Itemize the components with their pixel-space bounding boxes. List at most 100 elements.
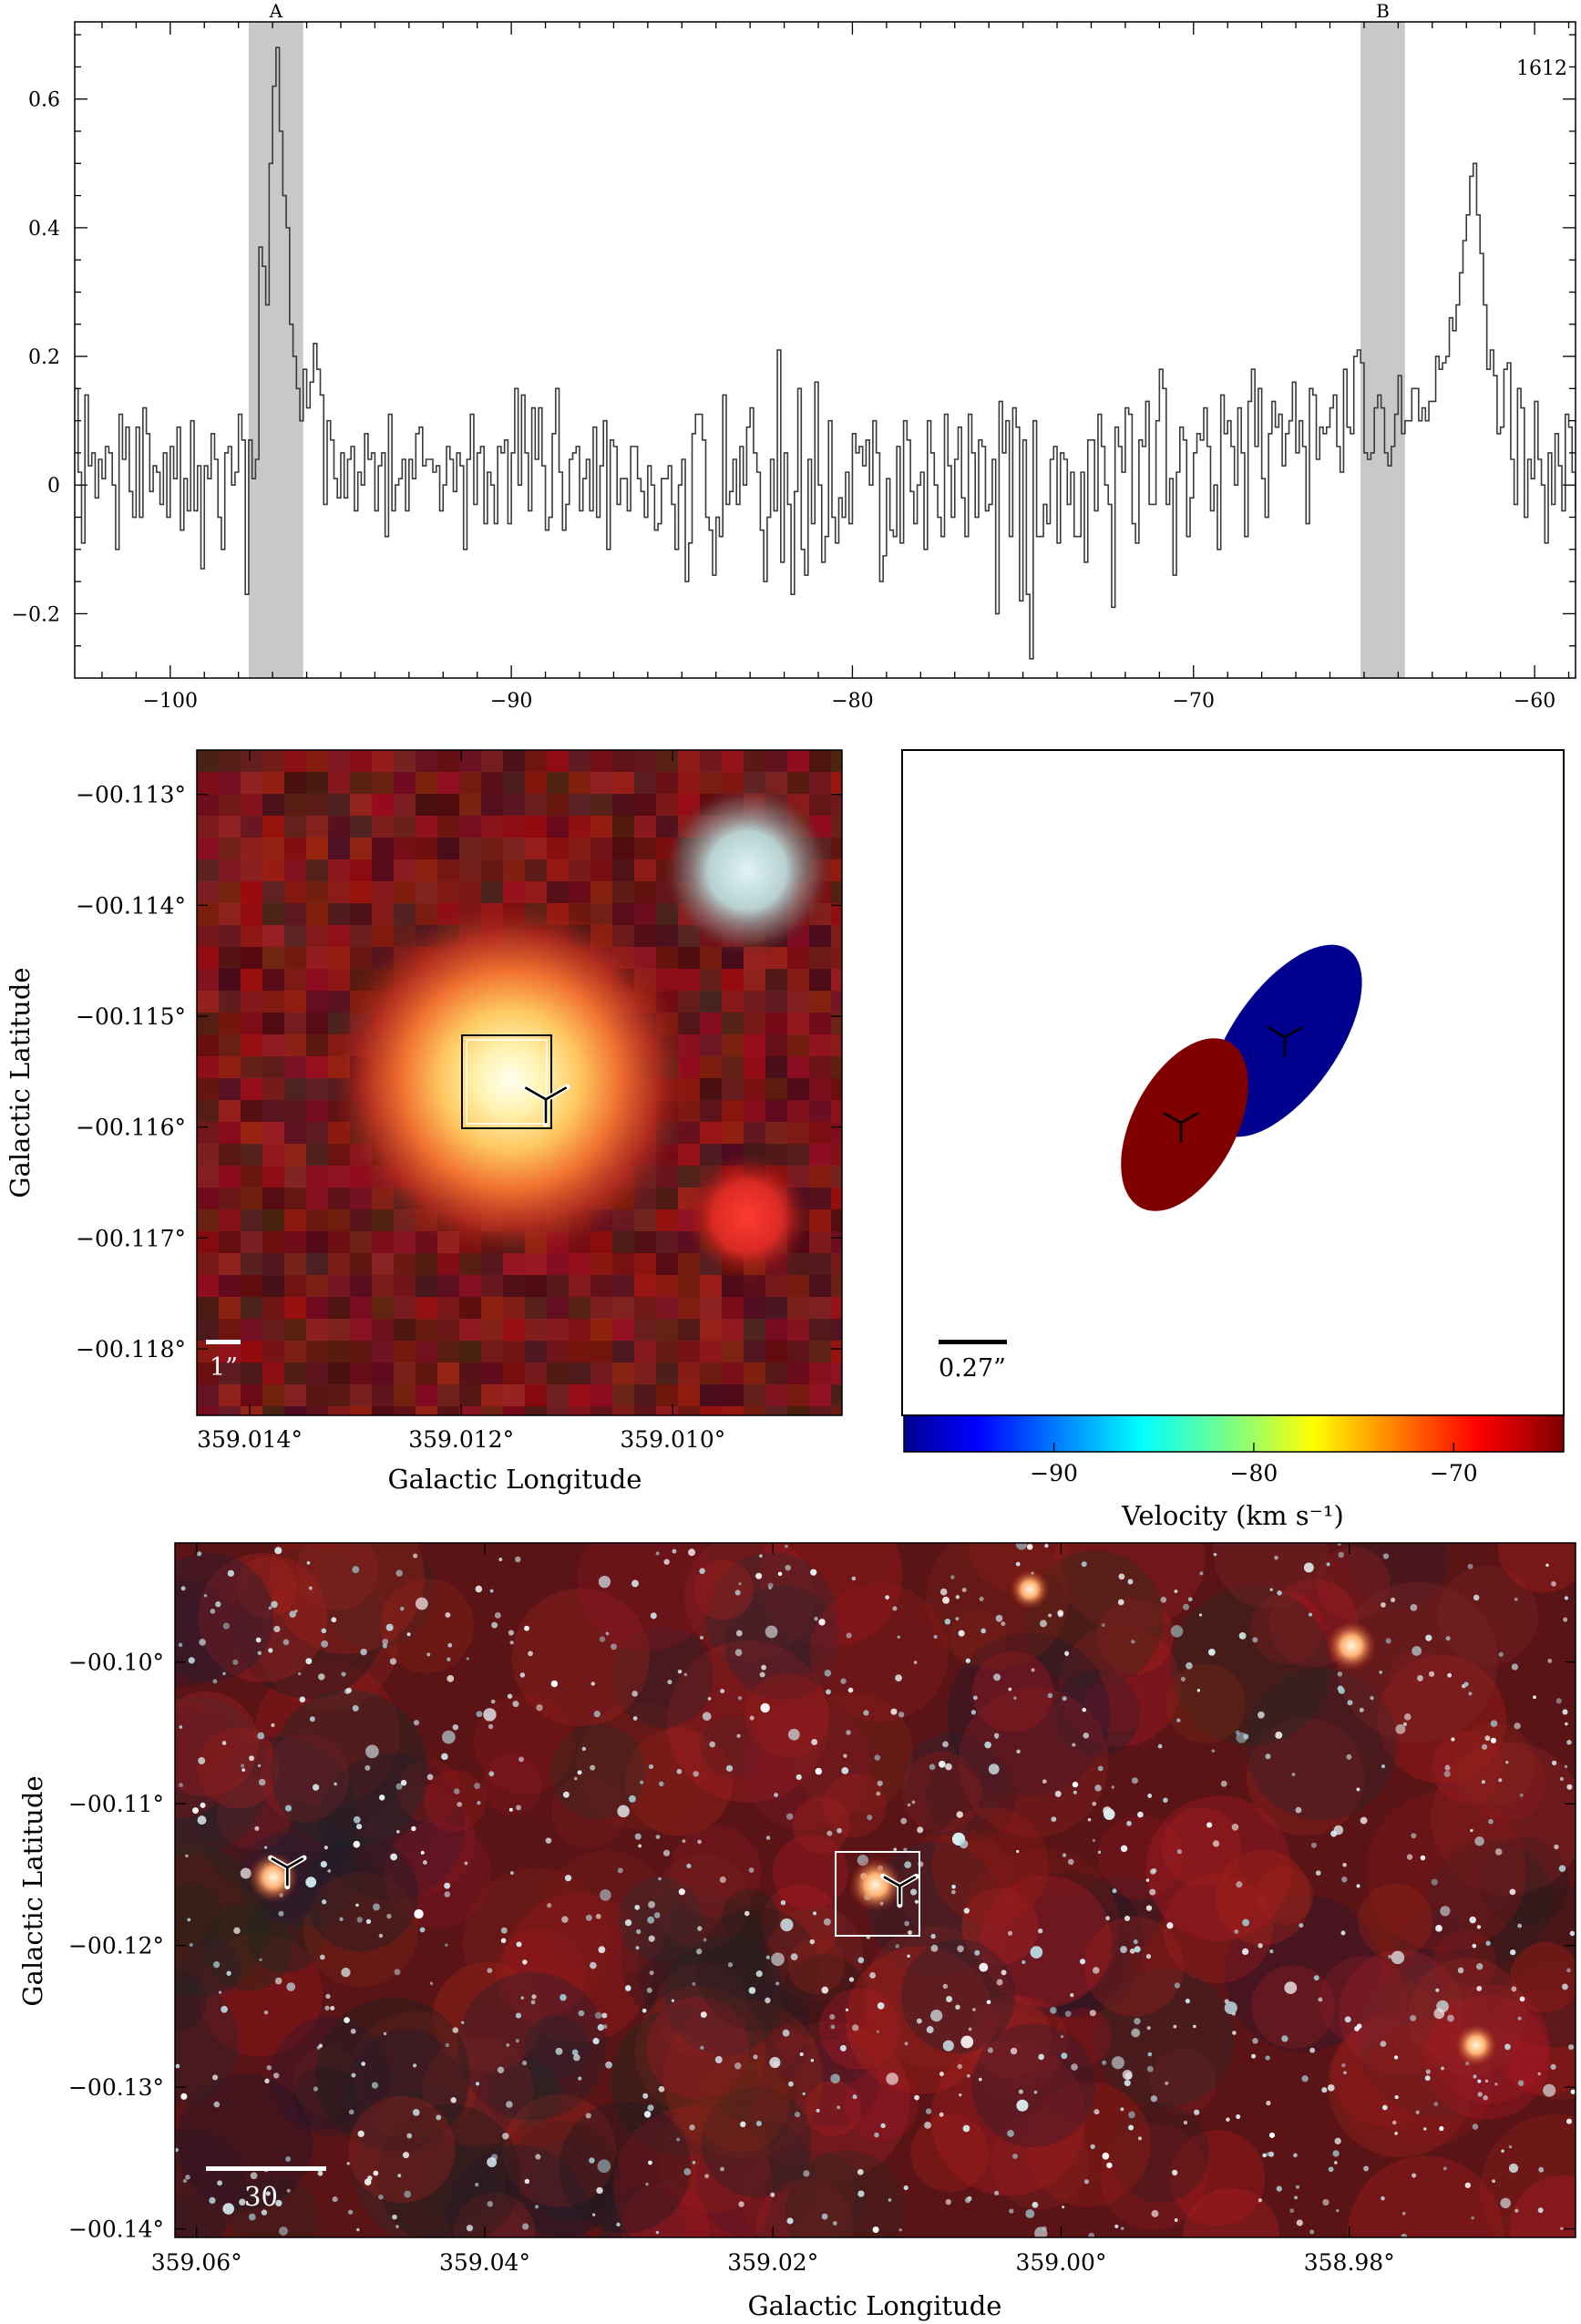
pixel [262, 750, 285, 773]
pixel [612, 1384, 635, 1407]
star [1381, 2195, 1385, 2201]
pixel [284, 1013, 307, 1035]
star [1193, 2024, 1196, 2029]
star [258, 1778, 266, 1786]
star [515, 2039, 519, 2043]
star [1509, 1888, 1516, 1896]
star [515, 2012, 522, 2019]
star [487, 1968, 493, 1974]
star [1044, 1543, 1049, 1548]
star [1112, 1888, 1117, 1894]
star [647, 1916, 655, 1924]
star [1054, 1790, 1062, 1797]
star [1038, 2053, 1044, 2061]
field-target-box [835, 1851, 920, 1937]
star [1472, 2123, 1479, 2130]
pixel [831, 969, 842, 992]
star [442, 1730, 456, 1744]
star [1128, 2124, 1134, 2131]
pixel [197, 1144, 220, 1167]
star [830, 2073, 840, 2084]
pixel [809, 1166, 832, 1188]
star [227, 1569, 235, 1578]
background-blob [175, 1691, 259, 1797]
star [1543, 2083, 1556, 2097]
pixel [525, 1297, 548, 1320]
pixel [612, 1231, 635, 1254]
star [611, 1643, 617, 1650]
background-blob [646, 1996, 749, 2100]
star [1476, 1963, 1483, 1970]
star [1477, 2079, 1482, 2083]
pixel [197, 1319, 220, 1342]
background-blob [805, 2080, 862, 2137]
star [1295, 2185, 1300, 2189]
pixel [306, 925, 329, 948]
pixel [394, 772, 416, 795]
star [1090, 2144, 1095, 2150]
star [714, 2056, 723, 2063]
pixel [700, 1122, 723, 1145]
star [457, 1801, 463, 1807]
star [753, 2054, 758, 2060]
pixel [306, 1384, 329, 1407]
star [1073, 1790, 1077, 1794]
pixel [656, 772, 679, 795]
pixel [197, 1275, 220, 1298]
star [1174, 1982, 1181, 1989]
pixel [262, 1384, 285, 1407]
pixel [416, 1275, 438, 1298]
star [365, 1744, 379, 1759]
pixel [241, 1406, 263, 1415]
star [1347, 1700, 1353, 1706]
star [774, 1793, 778, 1797]
background-blob [486, 2056, 560, 2131]
pixel [219, 1034, 241, 1057]
star [768, 1586, 772, 1590]
star [1234, 1929, 1239, 1934]
pixel [831, 1078, 842, 1101]
pixel [634, 1341, 657, 1363]
star [1338, 1551, 1344, 1558]
star [188, 1657, 195, 1664]
star [605, 2061, 612, 2069]
star [1013, 1696, 1017, 1700]
star [344, 2017, 350, 2023]
star [257, 1650, 262, 1656]
pixel [787, 1013, 810, 1035]
pixel [262, 772, 285, 795]
pixel [219, 1319, 241, 1342]
pixel [350, 859, 373, 882]
pixel [459, 1341, 482, 1363]
pixel [197, 881, 220, 904]
background-blob [353, 2086, 513, 2237]
star [958, 1630, 965, 1637]
star [1445, 1636, 1451, 1641]
star [571, 2049, 579, 2056]
pixel [744, 1100, 766, 1123]
star [1564, 1764, 1568, 1768]
pixel [765, 1013, 788, 1035]
pixel [416, 794, 438, 817]
pixel [394, 859, 416, 882]
star [1157, 1743, 1163, 1749]
star [895, 1944, 899, 1949]
pixel [612, 838, 635, 860]
background-blob [868, 1841, 1002, 1976]
star [1092, 1801, 1097, 1806]
star [360, 1648, 367, 1656]
star [1295, 1806, 1302, 1814]
star [787, 2081, 794, 2087]
star [212, 1961, 221, 1969]
star [356, 2227, 360, 2232]
star [885, 1595, 889, 1600]
star [671, 1999, 675, 2002]
pixel [656, 1406, 679, 1415]
star [447, 1642, 453, 1648]
pixel [678, 947, 701, 970]
pixel [306, 1122, 329, 1145]
star [350, 2028, 356, 2034]
star [321, 1628, 327, 1634]
spectrum-annotation: 1612 [1516, 57, 1567, 80]
background-blob [432, 1962, 543, 2072]
